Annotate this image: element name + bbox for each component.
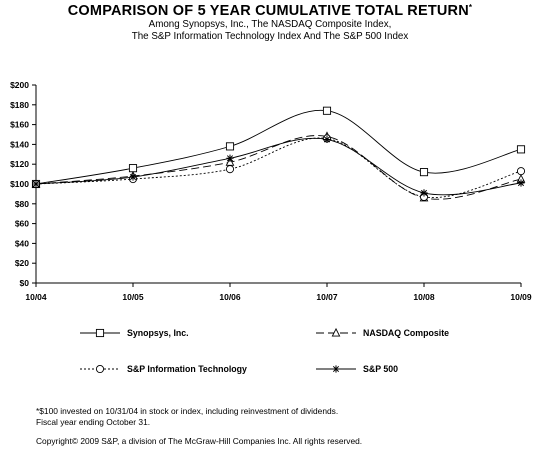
x-tick-label: 10/04 [25, 292, 47, 302]
series-line-3 [35, 137, 522, 196]
x-tick-label: 10/06 [219, 292, 241, 302]
y-tick-label: $100 [10, 179, 29, 189]
data-point-series-0 [225, 142, 235, 151]
legend-label-1: NASDAQ Composite [363, 328, 449, 338]
x-tick-label: 10/07 [316, 292, 338, 302]
data-point-series-0 [128, 164, 138, 173]
legend-marker-1 [331, 327, 341, 337]
title-footnote-mark: * [468, 3, 473, 12]
series-line-1 [35, 135, 522, 200]
y-tick-label: $20 [15, 258, 29, 268]
data-point-series-2 [516, 167, 526, 176]
chart-subtitle-line-2: The S&P Information Technology Index And… [131, 31, 409, 42]
y-tick-label: $140 [10, 139, 29, 149]
series-line-2 [35, 137, 522, 199]
x-tick-label: 10/05 [122, 292, 144, 302]
x-tick-label: 10/09 [510, 292, 532, 302]
data-point-series-3 [226, 154, 234, 162]
y-tick-label: $40 [15, 238, 29, 248]
y-tick-label: $80 [15, 199, 29, 209]
footnote-fiscal-year: Fiscal year ending October 31. [36, 417, 151, 427]
data-point-series-3 [323, 135, 331, 144]
footnote-investment: *$100 invested on 10/31/04 in stock or i… [36, 406, 339, 416]
y-tick-label: $60 [15, 219, 29, 229]
legend-label-3: S&P 500 [363, 364, 398, 374]
legend-label-2: S&P Information Technology [127, 364, 247, 374]
y-tick-label: $0 [20, 278, 30, 288]
data-point-series-3 [420, 189, 428, 197]
line-chart: $0 $20 $40 $60 $80 $100 $120 $140 $160 $180 $200 10… [10, 80, 532, 374]
series-line-0 [35, 109, 522, 185]
legend-marker-3 [332, 365, 340, 373]
chart-title-text: COMPARISON OF 5 YEAR CUMULATIVE TOTAL RE… [67, 3, 469, 19]
data-point-series-0 [419, 168, 429, 177]
chart-subtitle-line-1: Among Synopsys, Inc., The NASDAQ Composi… [148, 19, 392, 30]
legend-marker-0 [95, 328, 105, 338]
chart-title: COMPARISON OF 5 YEAR CUMULATIVE TOTAL RE… [0, 3, 540, 19]
y-tick-label: $120 [10, 159, 29, 169]
data-point-series-3 [32, 180, 40, 188]
y-tick-label: $160 [10, 120, 29, 130]
footnote-copyright: Copyright© 2009 S&P, a division of The M… [36, 436, 363, 446]
data-point-series-0 [322, 106, 332, 115]
data-point-series-3 [129, 173, 137, 181]
legend-label-0: Synopsys, Inc. [127, 328, 189, 338]
y-tick-label: $200 [10, 80, 29, 90]
legend-marker-2 [95, 364, 105, 374]
data-point-series-0 [516, 145, 526, 154]
x-tick-label: 10/08 [413, 292, 435, 302]
data-point-series-2 [225, 165, 235, 174]
y-tick-label: $180 [10, 100, 29, 110]
data-point-series-3 [517, 179, 525, 187]
